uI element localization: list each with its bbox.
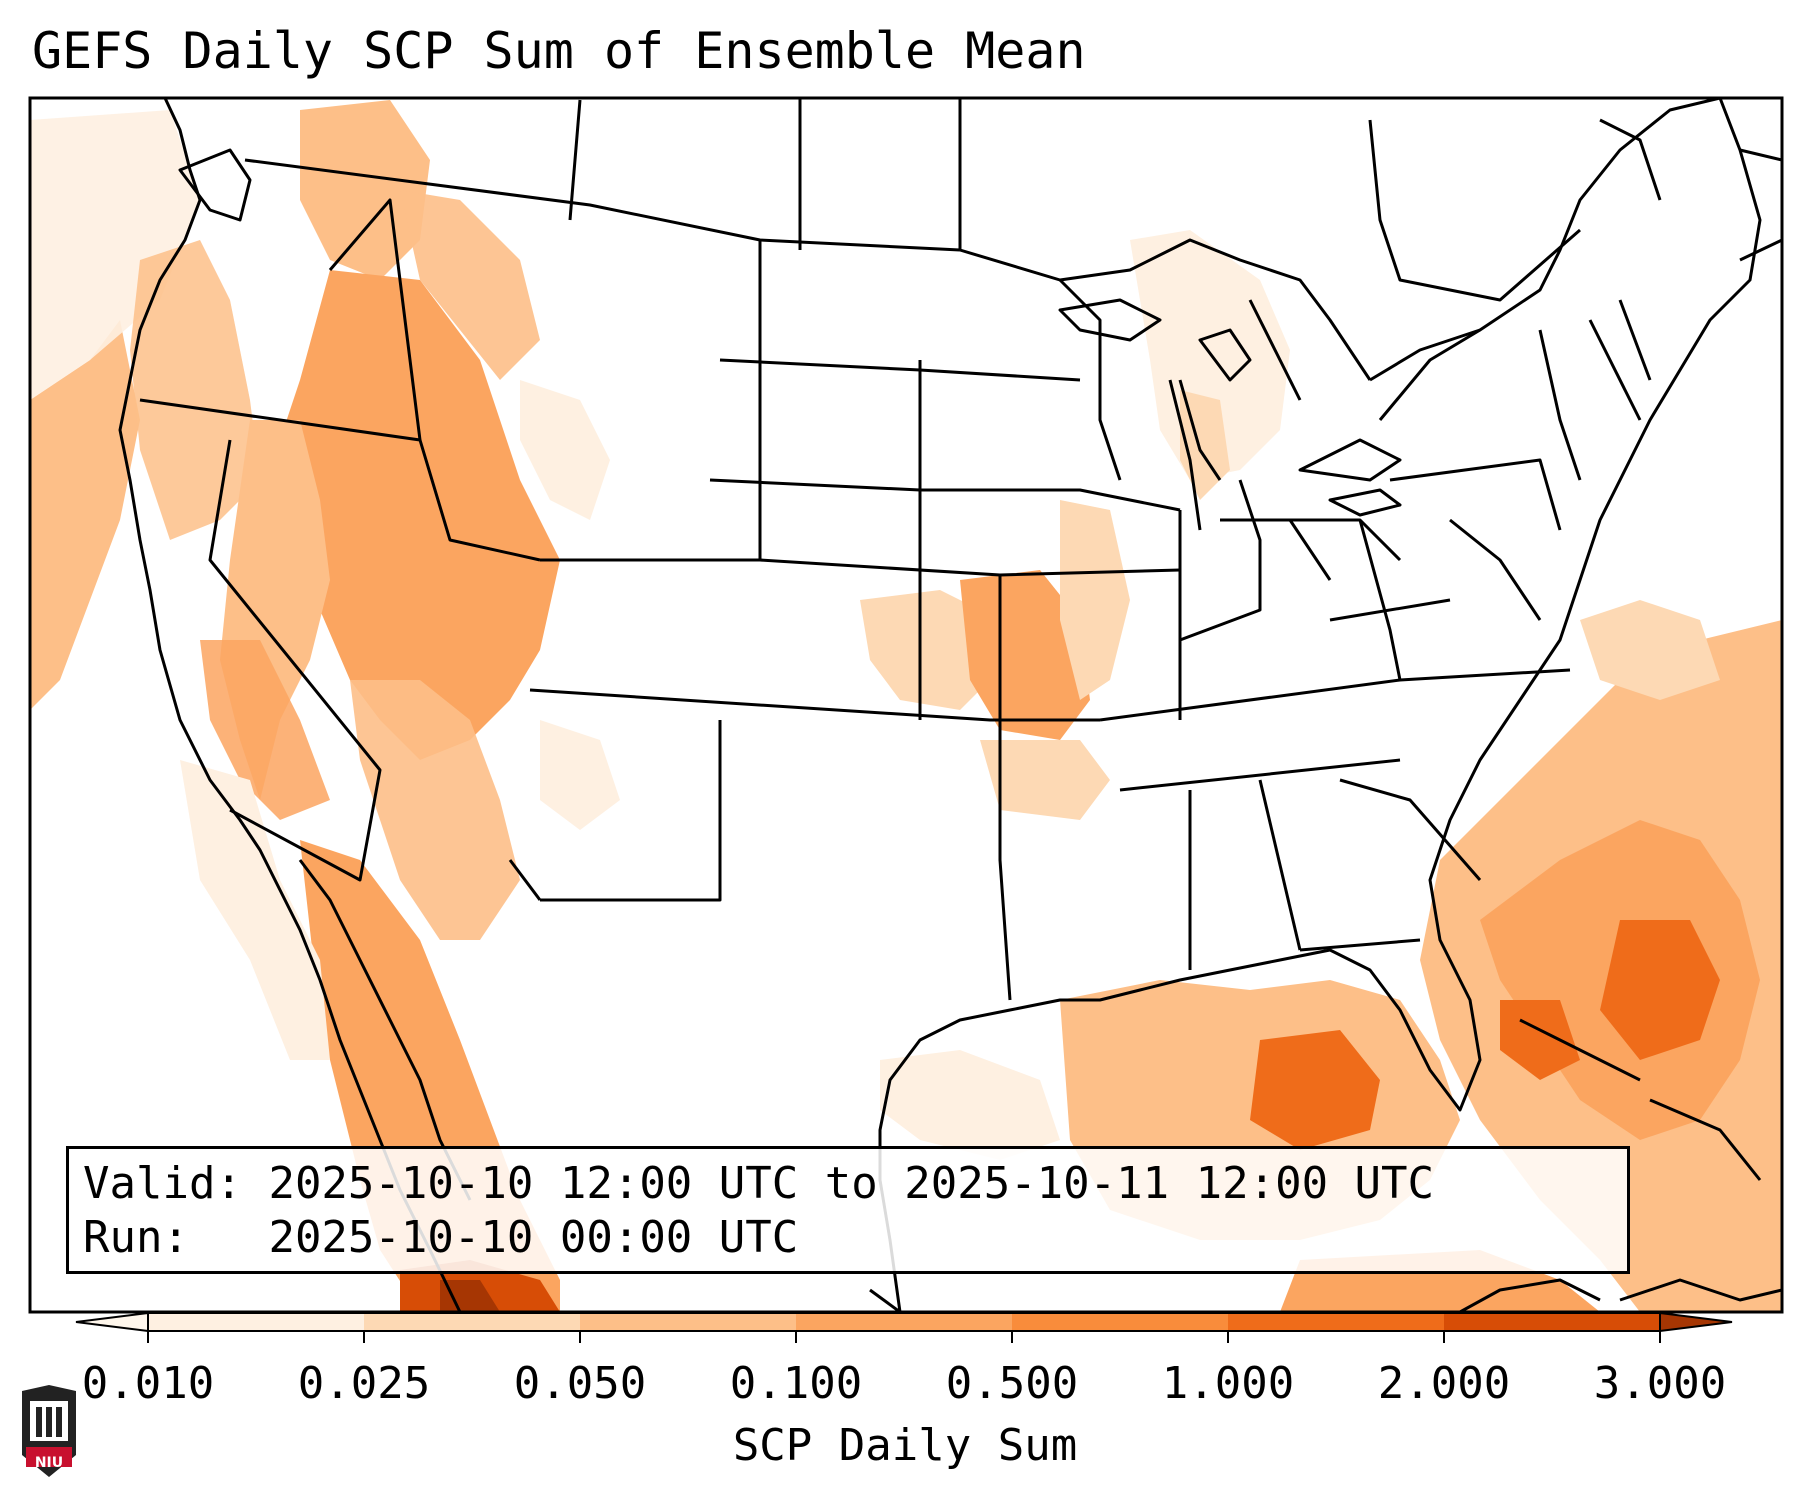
valid-label: Valid: [83,1158,242,1209]
colorbar-label: SCP Daily Sum [732,1420,1078,1471]
colorbar-tick-label: 3.000 [1593,1358,1727,1409]
run-value: 2025-10-10 00:00 UTC [268,1212,799,1263]
colorbar-tick-label: 0.010 [81,1358,215,1409]
colorbar-segment [580,1313,797,1331]
colorbar-segment [1012,1313,1229,1331]
colorbar-tick-label: 2.000 [1377,1358,1511,1409]
colorbar-segment [1444,1313,1661,1331]
map-title: GEFS Daily SCP Sum of Ensemble Mean [32,22,1086,80]
run-label: Run: [83,1212,189,1263]
colorbar-segment [1228,1313,1445,1331]
colorbar-segment [148,1313,365,1331]
valid-value: 2025-10-10 12:00 UTC to 2025-10-11 12:00… [268,1158,1435,1209]
colorbar-segment [796,1313,1013,1331]
coastline-and-borders [118,98,1782,1312]
colorbar-tick-label: 0.100 [729,1358,863,1409]
colorbar-extend-high [1659,1311,1733,1333]
valid-time-box: Valid: 2025-10-10 12:00 UTC to 2025-10-1… [66,1146,1630,1274]
colorbar-segment [364,1313,581,1331]
colorbar-tick-label: 0.025 [297,1358,431,1409]
niu-logo-icon [22,1385,76,1477]
colorbar-tick-label: 0.500 [945,1358,1079,1409]
colorbar-tick-label: 0.050 [513,1358,647,1409]
colorbar-extend-low [75,1311,149,1333]
colorbar [75,1311,1733,1343]
niu-logo-text: NIU [34,1455,64,1471]
colorbar-tick-label: 1.000 [1161,1358,1295,1409]
